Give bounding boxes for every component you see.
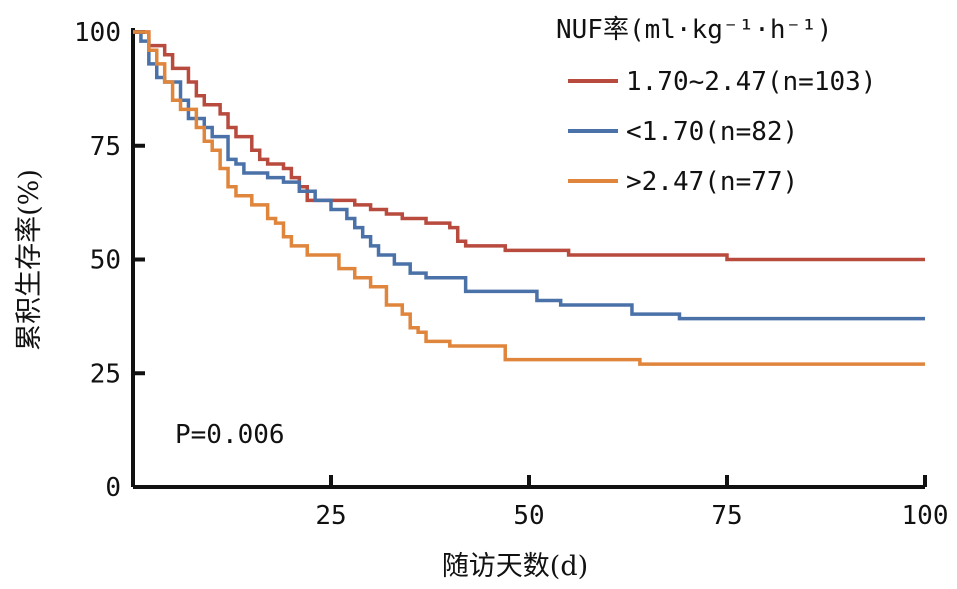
legend-label-1: <1.70(n=82) [626, 117, 798, 147]
survival-curve-0 [133, 30, 925, 262]
survival-curve-1 [133, 30, 925, 321]
y-tick-label: 50 [90, 246, 121, 276]
y-tick-label: 0 [105, 473, 121, 503]
x-tick-label: 50 [513, 501, 544, 531]
x-axis-label: 随访天数(d) [442, 551, 588, 582]
p-value-annotation: P=0.006 [175, 420, 285, 450]
legend-title: NUF率(ml·kg⁻¹·h⁻¹) [556, 15, 832, 45]
x-tick-label: 25 [315, 501, 346, 531]
y-tick-label: 25 [90, 359, 121, 389]
y-tick-label: 75 [90, 132, 121, 162]
legend-label-0: 1.70~2.47(n=103) [626, 67, 876, 97]
survival-curve-2 [133, 30, 925, 366]
x-tick-label: 100 [902, 501, 949, 531]
x-tick-label: 75 [711, 501, 742, 531]
y-axis-label: 累积生存率(%) [14, 169, 45, 351]
legend-label-2: >2.47(n=77) [626, 167, 798, 197]
y-tick-label: 100 [74, 18, 121, 48]
